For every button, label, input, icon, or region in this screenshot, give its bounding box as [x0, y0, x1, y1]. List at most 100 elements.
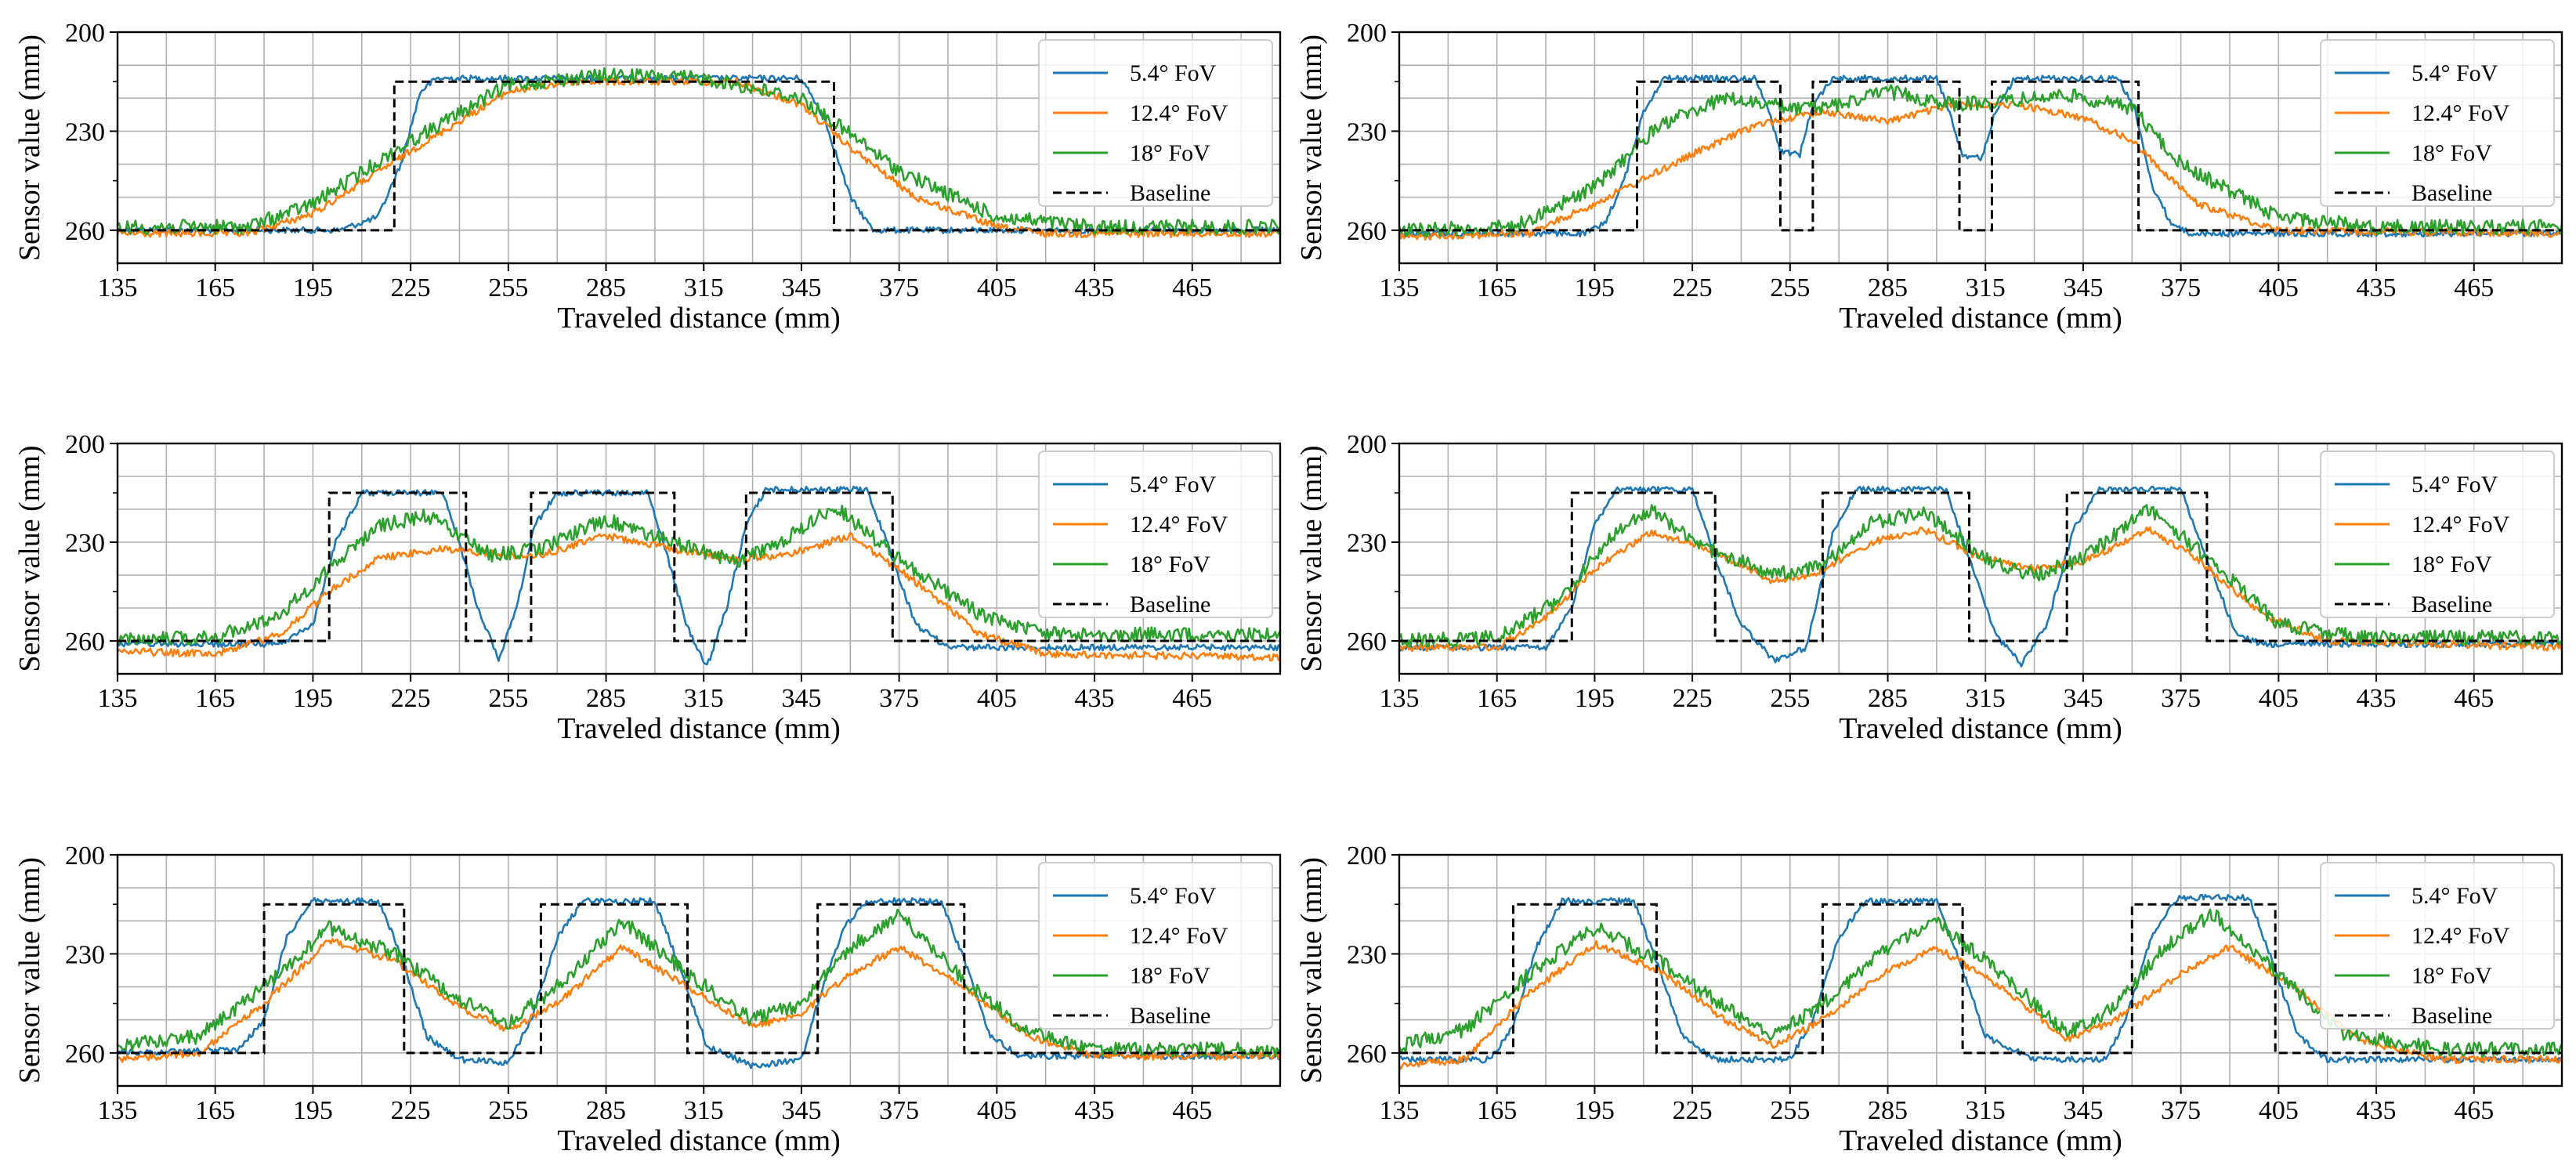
x-tick-label: 225 — [1673, 684, 1713, 713]
x-tick-label: 435 — [2357, 1096, 2397, 1125]
legend-label: 5.4° FoV — [2411, 60, 2498, 86]
legend-label: 5.4° FoV — [2411, 883, 2498, 909]
subplot-1: 135 165 195 225 255 285 315 345 375 405 435 465 200 2… — [13, 19, 1282, 335]
legend-label: 5.4° FoV — [1130, 60, 1217, 86]
legend-label: 18° FoV — [2411, 552, 2492, 577]
x-tick-label: 225 — [391, 1096, 431, 1125]
x-tick-label: 255 — [488, 684, 528, 713]
x-tick-label: 465 — [2454, 273, 2494, 302]
legend-label: 18° FoV — [1130, 552, 1210, 577]
y-tick-label: 230 — [65, 118, 105, 147]
x-tick-label: 195 — [293, 1096, 333, 1125]
y-axis-label: Sensor value (mm) — [1295, 445, 1328, 671]
y-tick-label: 230 — [65, 940, 105, 969]
legend: 5.4° FoV 12.4° FoV 18° FoV Baseline — [1038, 39, 1273, 207]
x-tick-label: 375 — [2161, 273, 2201, 302]
y-axis-label: Sensor value (mm) — [1295, 857, 1328, 1084]
x-tick-label: 375 — [879, 684, 919, 713]
x-tick-label: 195 — [1575, 684, 1615, 713]
axes-frame — [1398, 442, 2563, 675]
x-tick-label: 225 — [1673, 273, 1713, 302]
x-tick-label: 315 — [1966, 1096, 2006, 1125]
x-axis-label: Traveled distance (mm) — [557, 712, 841, 745]
x-tick-label: 135 — [98, 684, 138, 713]
x-tick-label: 315 — [684, 1096, 724, 1125]
y-tick-label: 200 — [65, 430, 105, 459]
x-tick-label: 345 — [2063, 273, 2103, 302]
series-18FoV-line — [1399, 84, 2562, 238]
x-tick-label: 255 — [1770, 273, 1810, 302]
legend-label: 12.4° FoV — [1130, 923, 1228, 949]
y-axis-label: Sensor value (mm) — [1295, 34, 1328, 261]
y-tick-label: 200 — [1347, 19, 1387, 48]
x-tick-label: 435 — [1075, 684, 1115, 713]
legend-label: Baseline — [1130, 1003, 1210, 1029]
x-axis-label: Traveled distance (mm) — [1839, 1124, 2122, 1157]
x-tick-label: 135 — [98, 1096, 138, 1125]
y-tick-label: 230 — [65, 529, 105, 558]
x-tick-label: 165 — [1477, 684, 1517, 713]
subplot-6: 135 165 195 225 255 285 315 345 375 405 435 465 200 2… — [1295, 841, 2563, 1157]
legend-label: 5.4° FoV — [1130, 472, 1217, 498]
axes-frame — [116, 31, 1282, 265]
x-tick-label: 195 — [1575, 273, 1615, 302]
x-tick-label: 225 — [391, 273, 431, 302]
subplot-4: 135 165 195 225 255 285 315 345 375 405 435 465 200 2… — [1295, 430, 2563, 745]
legend-label: 12.4° FoV — [2411, 923, 2510, 949]
legend-label: Baseline — [2411, 180, 2492, 206]
y-tick-label: 200 — [1347, 430, 1387, 459]
x-tick-label: 435 — [1075, 273, 1115, 302]
x-tick-label: 315 — [684, 273, 724, 302]
series-18FoV-line — [118, 505, 1280, 646]
x-tick-label: 405 — [977, 1096, 1017, 1125]
x-tick-label: 195 — [1575, 1096, 1615, 1125]
x-tick-label: 255 — [488, 1096, 528, 1125]
x-tick-label: 405 — [2259, 273, 2299, 302]
legend-label: Baseline — [1130, 180, 1210, 206]
y-axis-label: Sensor value (mm) — [13, 857, 46, 1084]
x-tick-label: 405 — [977, 273, 1017, 302]
legend: 5.4° FoV 12.4° FoV 18° FoV Baseline — [1038, 451, 1273, 618]
x-tick-label: 255 — [488, 273, 528, 302]
legend-label: 12.4° FoV — [1130, 512, 1228, 537]
x-tick-label: 405 — [2259, 1096, 2299, 1125]
series-5-4FoV-line — [1399, 893, 2562, 1064]
legend-label: 12.4° FoV — [2411, 100, 2510, 126]
x-tick-label: 165 — [195, 1096, 235, 1125]
legend-label: 5.4° FoV — [2411, 472, 2498, 498]
x-tick-label: 285 — [1868, 684, 1908, 713]
x-tick-label: 135 — [1380, 1096, 1420, 1125]
x-tick-label: 135 — [98, 273, 138, 302]
y-tick-label: 260 — [65, 628, 105, 657]
x-tick-label: 345 — [781, 1096, 821, 1125]
x-tick-label: 465 — [1172, 1096, 1212, 1125]
x-tick-label: 405 — [2259, 684, 2299, 713]
x-tick-label: 285 — [1868, 273, 1908, 302]
y-tick-label: 230 — [1347, 940, 1387, 969]
axes-frame — [1398, 31, 2563, 265]
x-tick-label: 465 — [1172, 273, 1212, 302]
x-tick-label: 405 — [977, 684, 1017, 713]
y-tick-label: 200 — [65, 19, 105, 48]
legend-label: 18° FoV — [1130, 963, 1210, 989]
x-axis-label: Traveled distance (mm) — [557, 1124, 841, 1157]
x-tick-label: 465 — [2454, 1096, 2494, 1125]
x-tick-label: 435 — [2357, 684, 2397, 713]
baseline-line — [1399, 80, 2562, 232]
y-axis-label: Sensor value (mm) — [13, 34, 46, 261]
legend-box — [2320, 39, 2555, 207]
x-axis-label: Traveled distance (mm) — [1839, 302, 2122, 335]
legend-label: 12.4° FoV — [1130, 100, 1228, 126]
legend: 5.4° FoV 12.4° FoV 18° FoV Baseline — [2320, 862, 2555, 1030]
x-tick-label: 135 — [1380, 684, 1420, 713]
legend-box — [1038, 451, 1273, 618]
y-tick-label: 260 — [1347, 1040, 1387, 1069]
series-18FoV-line — [118, 908, 1280, 1058]
y-tick-label: 230 — [1347, 529, 1387, 558]
series-5-4FoV-line — [1399, 485, 2562, 668]
x-tick-label: 225 — [391, 684, 431, 713]
baseline-line — [118, 903, 1280, 1055]
x-tick-label: 315 — [684, 684, 724, 713]
legend-label: Baseline — [2411, 592, 2492, 617]
subplot-2: 135 165 195 225 255 285 315 345 375 405 435 465 200 2… — [1295, 19, 2563, 335]
